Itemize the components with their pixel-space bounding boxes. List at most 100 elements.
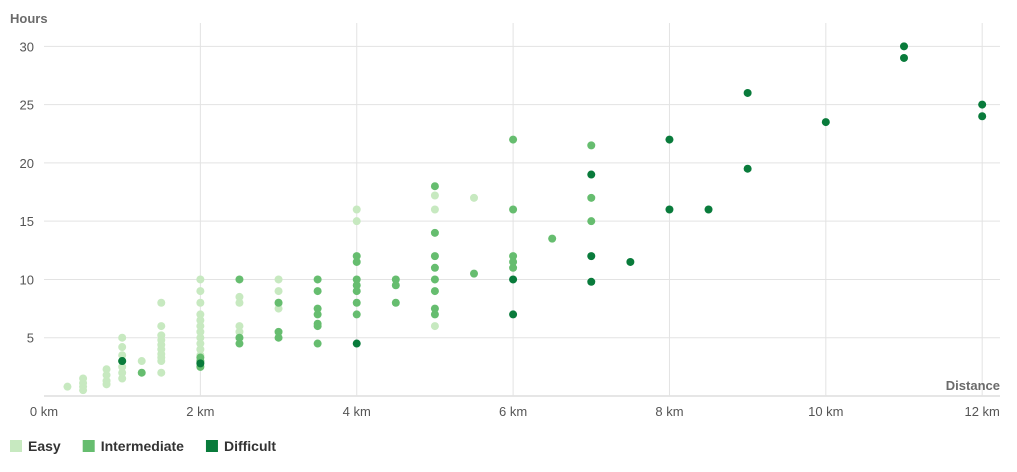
data-point[interactable] (196, 327, 205, 336)
data-point[interactable] (79, 374, 88, 383)
data-point[interactable] (118, 357, 127, 366)
data-point[interactable] (118, 343, 127, 352)
data-point[interactable] (196, 359, 205, 368)
data-point[interactable] (274, 304, 283, 313)
data-point[interactable] (118, 351, 127, 360)
data-point[interactable] (509, 263, 518, 272)
data-point[interactable] (274, 333, 283, 342)
data-point[interactable] (430, 191, 439, 200)
data-point[interactable] (196, 322, 205, 331)
data-point[interactable] (470, 269, 478, 278)
data-point[interactable] (352, 287, 361, 296)
data-point[interactable] (900, 42, 908, 51)
data-point[interactable] (352, 252, 361, 261)
data-point[interactable] (235, 333, 244, 342)
legend-item-difficult[interactable]: Difficult (205, 438, 276, 454)
data-point[interactable] (196, 316, 205, 325)
data-point[interactable] (665, 205, 674, 214)
data-point[interactable] (509, 205, 518, 214)
data-point[interactable] (118, 333, 127, 342)
legend-item-easy[interactable]: Easy (10, 438, 61, 454)
data-point[interactable] (430, 287, 439, 296)
data-point[interactable] (548, 234, 557, 243)
data-point[interactable] (978, 112, 987, 121)
data-point[interactable] (196, 298, 205, 307)
data-point[interactable] (313, 319, 322, 328)
legend[interactable]: Easy Intermediate Difficult (10, 438, 276, 454)
data-point[interactable] (587, 277, 596, 286)
data-point[interactable] (430, 182, 439, 191)
data-point[interactable] (391, 298, 400, 307)
data-point[interactable] (430, 322, 439, 331)
data-point[interactable] (137, 357, 146, 366)
data-point[interactable] (352, 339, 361, 348)
data-point[interactable] (352, 275, 361, 284)
data-point[interactable] (102, 371, 111, 380)
data-point[interactable] (352, 257, 361, 266)
data-point[interactable] (509, 252, 518, 261)
data-point[interactable] (665, 135, 674, 144)
data-point[interactable] (235, 322, 244, 331)
data-point[interactable] (978, 100, 987, 109)
data-point[interactable] (274, 275, 283, 284)
data-point[interactable] (235, 292, 244, 301)
data-point[interactable] (352, 310, 361, 319)
legend-item-intermediate[interactable]: Intermediate (82, 438, 184, 454)
data-point[interactable] (430, 275, 439, 284)
data-point[interactable] (587, 141, 596, 150)
data-point[interactable] (118, 362, 127, 371)
data-point[interactable] (63, 382, 72, 391)
data-point[interactable] (509, 135, 518, 144)
data-point[interactable] (430, 228, 439, 237)
data-point[interactable] (900, 53, 908, 62)
data-point[interactable] (196, 345, 205, 354)
data-point[interactable] (587, 170, 596, 179)
data-point[interactable] (430, 263, 439, 272)
data-point[interactable] (137, 368, 146, 377)
data-point[interactable] (430, 310, 439, 319)
data-point[interactable] (235, 339, 244, 348)
data-point[interactable] (704, 205, 713, 214)
data-point[interactable] (587, 217, 596, 226)
data-point[interactable] (430, 252, 439, 261)
data-point[interactable] (235, 275, 244, 284)
data-point[interactable] (157, 298, 166, 307)
data-point[interactable] (196, 339, 205, 348)
data-point[interactable] (430, 304, 439, 313)
data-point[interactable] (196, 287, 205, 296)
data-point[interactable] (821, 118, 830, 127)
data-point[interactable] (743, 164, 752, 173)
data-point[interactable] (102, 376, 111, 385)
data-point[interactable] (352, 205, 361, 214)
data-point[interactable] (196, 310, 205, 319)
data-point[interactable] (509, 310, 518, 319)
data-point[interactable] (274, 298, 283, 307)
data-point[interactable] (313, 310, 322, 319)
data-point[interactable] (313, 287, 322, 296)
data-point[interactable] (235, 327, 244, 336)
data-point[interactable] (118, 374, 127, 383)
data-point[interactable] (274, 287, 283, 296)
data-point[interactable] (509, 275, 518, 284)
data-point[interactable] (313, 304, 322, 313)
data-point[interactable] (313, 339, 322, 348)
data-point[interactable] (157, 322, 166, 331)
data-point[interactable] (102, 365, 111, 374)
data-point[interactable] (470, 193, 478, 202)
data-point[interactable] (626, 257, 635, 266)
data-point[interactable] (118, 368, 127, 377)
data-point[interactable] (313, 275, 322, 284)
data-point[interactable] (196, 275, 205, 284)
data-point[interactable] (391, 281, 400, 290)
data-point[interactable] (430, 205, 439, 214)
data-point[interactable] (274, 327, 283, 336)
data-point[interactable] (352, 298, 361, 307)
data-point[interactable] (587, 252, 596, 261)
data-point[interactable] (235, 298, 244, 307)
data-point[interactable] (196, 333, 205, 342)
data-point[interactable] (157, 368, 166, 377)
data-point[interactable] (509, 257, 518, 266)
data-point[interactable] (352, 217, 361, 226)
data-point[interactable] (352, 281, 361, 290)
data-point[interactable] (743, 88, 752, 97)
